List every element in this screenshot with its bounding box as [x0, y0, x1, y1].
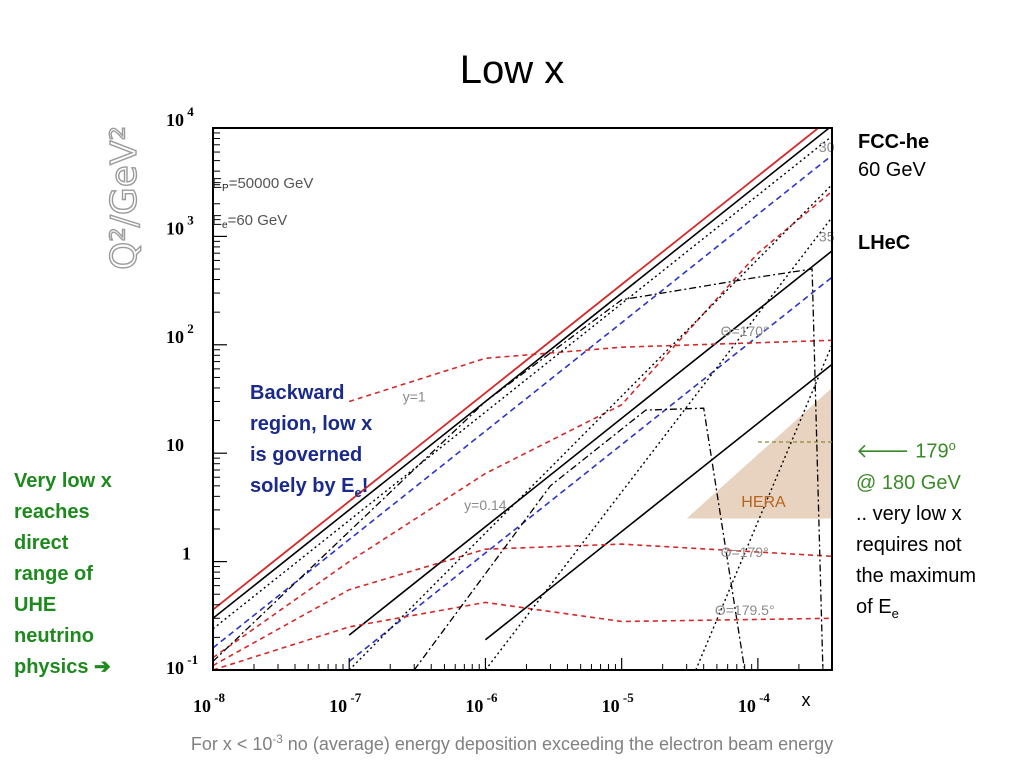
series-line-8	[213, 543, 832, 667]
verylow-line-5: UHE	[14, 594, 57, 616]
x-tick-label-2: 10 -7	[329, 690, 362, 716]
series-line-12	[413, 407, 746, 670]
series-line-11	[213, 268, 824, 670]
plot-annotation-3: Θ=179°	[721, 544, 769, 560]
backward-region-note: Backward region, low x is governed solel…	[250, 378, 372, 508]
series-line-3	[348, 250, 832, 636]
y-tick-label-1: 10 4	[166, 104, 194, 130]
angle-line-2: requires not	[856, 533, 962, 556]
left-arrow-icon: 🡐	[856, 440, 910, 463]
x-tick-label-5: 10 -4	[738, 690, 771, 716]
y-tick-label-2: 10 3	[166, 212, 194, 238]
fcc-energy: 60 GeV	[858, 159, 926, 181]
x-tick-label-3: 10 -6	[465, 690, 498, 716]
backward-line-4: solely by Ee!	[250, 475, 369, 500]
x-tick-label-4: 10 -5	[602, 690, 635, 716]
series-layer	[213, 128, 832, 670]
verylow-line-4: range of	[14, 563, 93, 585]
series-line-9	[213, 601, 832, 670]
y-tick-label-4: 10	[166, 435, 184, 455]
y-axis-label: Q²/GeV²	[104, 126, 145, 270]
angle-line-3: the maximum	[856, 564, 977, 587]
hera-layer	[686, 387, 832, 519]
plot-annotation-5: Θ=170°	[721, 323, 769, 339]
tick-layer: 10 -8 10 -7 10 -6 10 -5 10 -4 10 4 10 3 10 2 10 1…	[166, 104, 824, 716]
verylow-line-6: neutrino	[14, 625, 94, 647]
plot-annotation-2: 35	[819, 228, 835, 244]
series-line-6	[348, 276, 832, 663]
footer-note: For x < 10-3 no (average) energy deposit…	[190, 733, 834, 754]
angle-energy: @ 180 GeV	[856, 471, 961, 494]
series-line-7	[213, 190, 832, 659]
verylow-line-7: physics ➔	[14, 656, 111, 678]
verylow-line-2: reaches	[14, 501, 90, 523]
series-line-5	[213, 154, 832, 649]
beam-label-proton: EP=50000 GeV	[212, 175, 313, 194]
plot-annotation-1: 30	[819, 139, 835, 155]
angle-note: 🡐 179o @ 180 GeV .. very low x requires …	[856, 430, 976, 629]
plot-annotation-6: HERA	[741, 494, 786, 511]
fcc-he-label: FCC-he 60 GeV	[858, 128, 929, 184]
very-low-x-note: Very low x reaches direct range of UHE n…	[14, 466, 112, 683]
series-line-1	[213, 128, 820, 611]
y-tick-label-6: 10 -1	[166, 652, 198, 678]
verylow-line-3: direct	[14, 532, 69, 554]
angle-line-4: of Ee	[856, 595, 899, 621]
backward-line-3: is governed	[250, 444, 363, 466]
hera-region	[686, 387, 832, 519]
verylow-line-1: Very low x	[14, 470, 112, 492]
series-line-13	[213, 135, 832, 630]
plot-annotation-layer: 30 35 Θ=179° Θ=179.5° Θ=170° HERA y=1 y=0.14	[403, 139, 835, 618]
backward-line-1: Backward	[250, 382, 345, 404]
plot-annotation-7: y=1	[403, 389, 426, 405]
lhec-label: LHeC	[858, 232, 911, 254]
slide-title: Low x	[459, 48, 565, 92]
x-tick-label-1: 10 -8	[193, 690, 226, 716]
beam-label-electron: Ee=60 GeV	[212, 212, 287, 231]
y-tick-label-3: 10 2	[166, 321, 194, 347]
angle-value: 🡐 179o	[856, 438, 956, 463]
fcc-title: FCC-he	[858, 131, 930, 153]
q2-x-plot: 30 35 Θ=179° Θ=179.5° Θ=170° HERA y=1 y=0.14 10…	[103, 104, 835, 716]
x-axis-label: x	[802, 690, 811, 710]
plot-annotation-8: y=0.14	[464, 497, 507, 513]
angle-line-1: .. very low x	[856, 502, 962, 525]
y-tick-label-5: 1	[182, 544, 191, 564]
series-line-14	[348, 184, 832, 670]
series-line-16	[695, 344, 832, 670]
plot-frame	[212, 127, 833, 671]
series-line-15	[484, 216, 832, 670]
backward-line-2: region, low x	[250, 413, 373, 435]
series-line-2	[213, 128, 831, 619]
series-line-10	[348, 339, 832, 403]
plot-annotation-4: Θ=179.5°	[715, 602, 775, 618]
